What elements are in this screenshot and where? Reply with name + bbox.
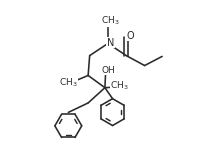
Text: CH$_3$: CH$_3$ — [110, 80, 129, 92]
Text: O: O — [126, 31, 134, 41]
Text: N: N — [107, 38, 114, 48]
Text: CH$_3$: CH$_3$ — [59, 77, 78, 89]
Text: OH: OH — [102, 66, 116, 75]
Text: CH$_3$: CH$_3$ — [101, 14, 120, 27]
